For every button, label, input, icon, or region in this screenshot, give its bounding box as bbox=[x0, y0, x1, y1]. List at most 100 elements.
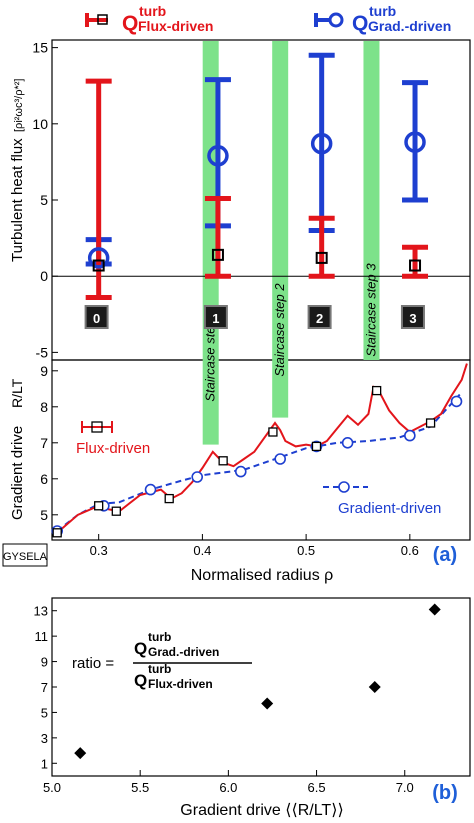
legend-grad-sup: turb bbox=[369, 3, 396, 19]
bottom-panel-marks bbox=[74, 603, 441, 760]
case-box bbox=[203, 305, 228, 329]
middle-ytick-label: 8 bbox=[40, 399, 48, 415]
legend-flux-driven: Q turb Flux-driven bbox=[85, 3, 213, 35]
ratio-formula: ratio = Q turb Grad.-driven Q turb Flux-… bbox=[72, 630, 252, 691]
case-box bbox=[400, 305, 425, 329]
grad-top-point bbox=[87, 247, 110, 269]
middle-xlabel: Normalised radius ρ bbox=[191, 567, 333, 584]
flux-top-point bbox=[92, 259, 105, 272]
middle-panel-frame bbox=[51, 359, 471, 541]
staircase-band-2 bbox=[272, 41, 289, 418]
flux-driven-marker bbox=[94, 501, 104, 511]
flux-top-point bbox=[409, 259, 422, 272]
bottom-xtick-label: 5.5 bbox=[131, 780, 149, 795]
legend-grad-sub: Grad.-driven bbox=[368, 18, 451, 34]
legend-grad-driven: Q turb Grad.-driven bbox=[314, 3, 451, 35]
grad-driven-marker bbox=[404, 429, 416, 442]
top-ytick-label: -5 bbox=[36, 344, 49, 360]
legend-flux-sup: turb bbox=[139, 3, 166, 19]
ratio-den-sup: turb bbox=[148, 662, 171, 676]
staircase-bands: Staircase step 1 Staircase step 2 Staircas… bbox=[202, 41, 380, 445]
grad-driven-marker bbox=[274, 453, 286, 465]
bottom-xlabel: Gradient drive ⟨⟨R/LT⟩⟩ bbox=[180, 802, 343, 819]
top-panel-marks: 0 1 2 3 bbox=[84, 52, 429, 329]
staircase-label-3: Staircase step 3 bbox=[363, 263, 378, 357]
bottom-ytick-label: 9 bbox=[41, 655, 48, 670]
ratio-point bbox=[74, 747, 87, 760]
grad-top-point bbox=[207, 145, 229, 167]
grad-driven-marker bbox=[144, 483, 157, 496]
middle-panel-marks bbox=[51, 363, 468, 538]
flux-top-point bbox=[315, 251, 328, 264]
middle-ytick-label: 6 bbox=[40, 471, 48, 487]
middle-legend-flux: Flux-driven bbox=[76, 421, 150, 457]
middle-xtick-label: 0.5 bbox=[297, 543, 315, 558]
flux-top-point bbox=[211, 248, 224, 261]
staircase-band-3 bbox=[363, 41, 380, 360]
grad-driven-marker bbox=[450, 395, 463, 408]
legend-grad-marker bbox=[328, 12, 344, 28]
top-ytick-label: 0 bbox=[40, 268, 48, 284]
bottom-ytick-label: 5 bbox=[41, 705, 48, 720]
grad-top-point bbox=[310, 132, 333, 155]
case-box-label: 0 bbox=[93, 311, 100, 326]
legend-flux-marker bbox=[97, 14, 108, 25]
mid-legend-flux-marker bbox=[91, 421, 103, 433]
flux-driven-marker bbox=[268, 427, 278, 437]
ratio-point bbox=[368, 681, 381, 693]
bottom-ytick-label: 7 bbox=[41, 680, 48, 695]
staircase-label-2: Staircase step 2 bbox=[272, 283, 287, 377]
ratio-den-sub: Flux-driven bbox=[148, 677, 213, 691]
ratio-point bbox=[428, 603, 441, 616]
case-box bbox=[307, 305, 332, 329]
ratio-point bbox=[261, 697, 274, 710]
middle-ylabel: Gradient drive bbox=[9, 426, 26, 520]
middle-xtick-label: 0.6 bbox=[401, 543, 419, 558]
middle-ylabel-math: R/LT bbox=[9, 378, 25, 408]
bottom-ytick-label: 3 bbox=[41, 731, 48, 746]
panel-label-a: (a) bbox=[433, 544, 457, 566]
ratio-num-sub: Grad.-driven bbox=[148, 645, 219, 659]
ratio-num-symbol: Q bbox=[134, 639, 147, 658]
grad-driven-marker bbox=[234, 465, 247, 478]
bottom-ytick-label: 11 bbox=[35, 629, 49, 644]
flux-driven-marker bbox=[311, 441, 322, 452]
middle-ytick-label: 5 bbox=[40, 507, 48, 523]
bottom-xtick-label: 6.5 bbox=[308, 780, 326, 795]
case-box-label: 3 bbox=[409, 311, 416, 326]
top-ytick-label: 15 bbox=[32, 40, 48, 56]
flux-driven-marker bbox=[425, 418, 436, 428]
ratio-label: ratio = bbox=[72, 655, 114, 672]
gysela-label: GYSELA bbox=[3, 551, 48, 563]
bottom-xtick-label: 5.0 bbox=[43, 780, 61, 795]
top-ytick-label: 5 bbox=[40, 192, 48, 208]
middle-xtick-label: 0.4 bbox=[193, 543, 211, 558]
bottom-xtick-label: 7.0 bbox=[396, 780, 414, 795]
grad-top-point bbox=[404, 131, 426, 153]
gysela-box bbox=[2, 543, 48, 567]
ratio-den-symbol: Q bbox=[134, 671, 147, 690]
bottom-ytick-label: 13 bbox=[34, 604, 48, 619]
bottom-panel-frame bbox=[51, 597, 471, 777]
flux-driven-marker bbox=[218, 456, 228, 466]
mid-legend-grad-marker bbox=[338, 481, 350, 493]
grad-driven-marker bbox=[191, 471, 204, 483]
bottom-xtick-label: 6.0 bbox=[219, 780, 237, 795]
case-box bbox=[84, 305, 109, 329]
grad-driven-marker bbox=[341, 436, 354, 449]
top-ytick-label: 10 bbox=[32, 116, 48, 132]
middle-legend-grad: Gradient-driven bbox=[323, 481, 441, 517]
panel-label-b: (b) bbox=[432, 782, 458, 804]
ratio-num-sup: turb bbox=[148, 630, 171, 644]
mid-legend-flux-label: Flux-driven bbox=[76, 440, 150, 457]
legend-grad-symbol: Q bbox=[352, 12, 368, 35]
top-ylabel-unit: [ρi²ωc³/ρ*²] bbox=[13, 79, 25, 133]
staircase-label-1: Staircase step 1 bbox=[203, 308, 218, 401]
top-ylabel: Turbulent heat flux bbox=[9, 138, 26, 262]
flux-driven-marker bbox=[372, 385, 382, 396]
middle-xtick-label: 0.3 bbox=[90, 543, 108, 558]
legend-flux-symbol: Q bbox=[122, 12, 138, 35]
staircase-band-1 bbox=[202, 41, 219, 445]
